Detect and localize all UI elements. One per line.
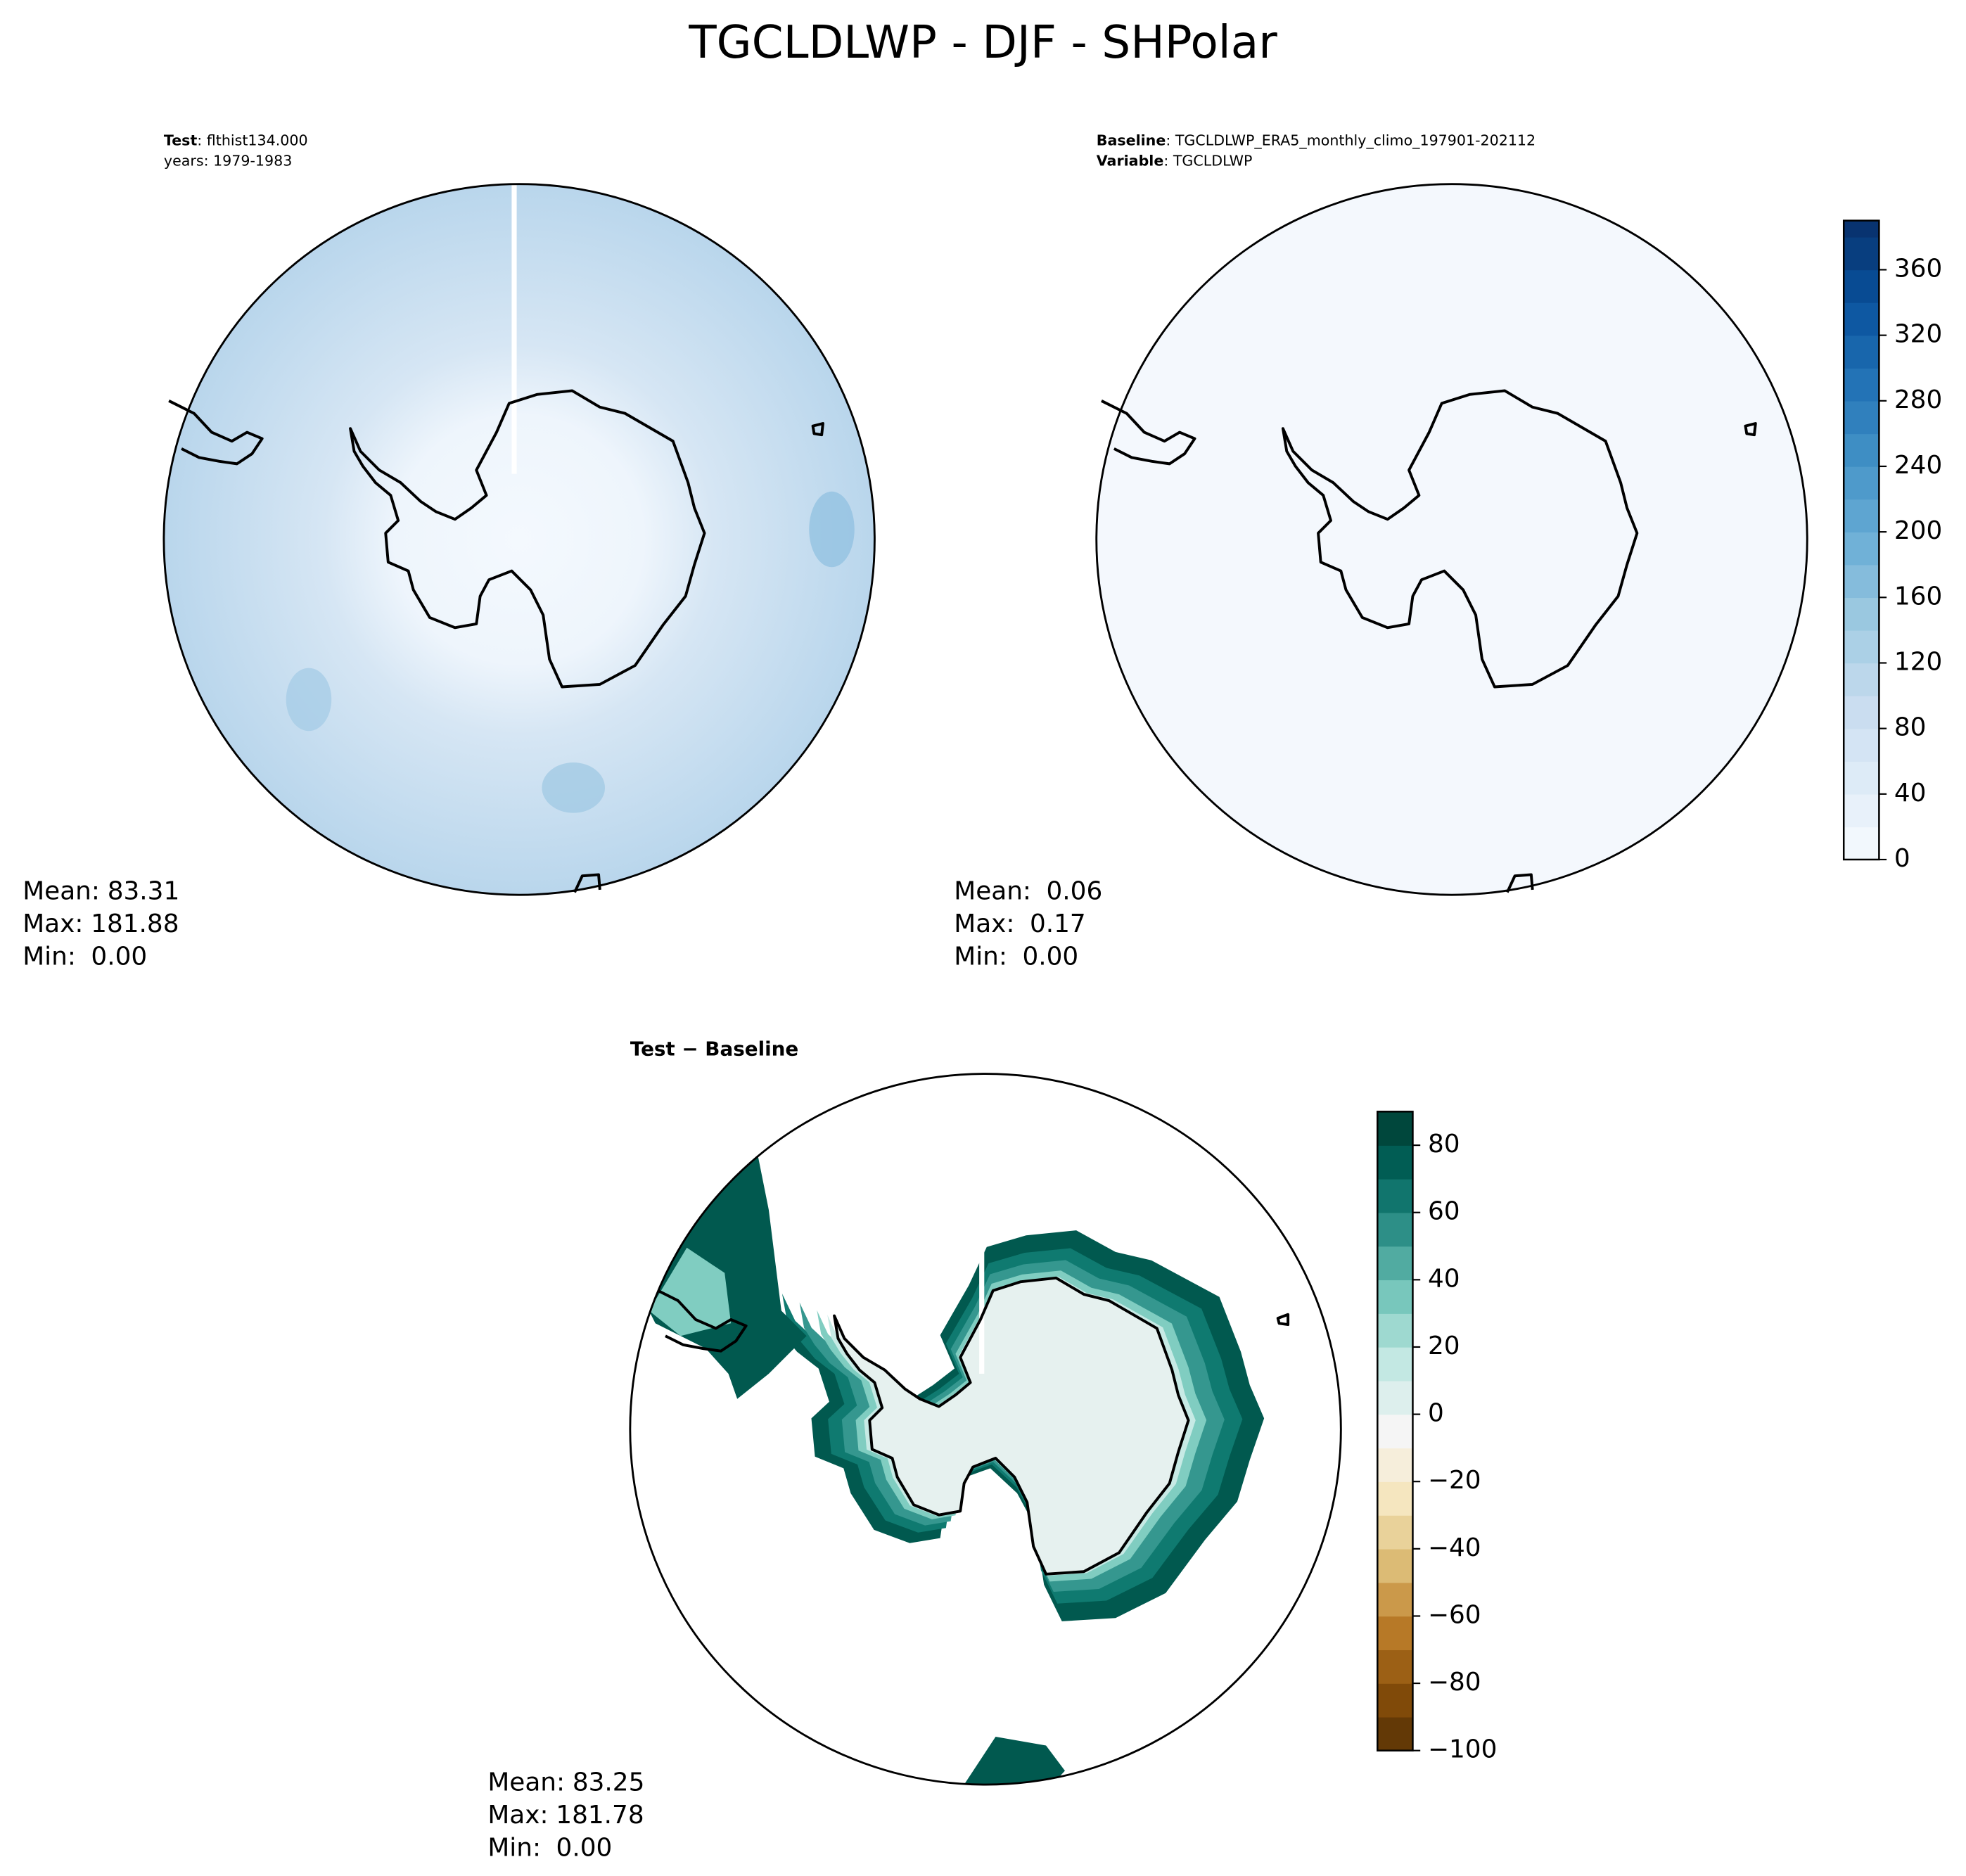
colorbar-tick-label: 60: [1428, 1197, 1460, 1226]
colorbar-tick-label: 240: [1894, 451, 1942, 480]
colorbar-band: [1377, 1515, 1413, 1550]
colorbar-band: [1844, 663, 1879, 696]
colorbar-tick-label: 200: [1894, 516, 1942, 545]
colorbar-band: [1844, 400, 1879, 435]
stat-label: Min:: [954, 943, 1007, 971]
stats: Mean: 83.25 Max: 181.78 Min: 0.00: [487, 1768, 652, 1862]
colorbar-band: [1377, 1481, 1413, 1516]
colorbar-tick-label: −100: [1428, 1735, 1497, 1764]
colorbar-band: [1844, 302, 1879, 336]
colorbar-tick-label: 280: [1894, 385, 1942, 414]
colorbar-band: [1844, 433, 1879, 467]
stat-label: Max:: [487, 1801, 548, 1830]
stat-value: 0.17: [1030, 910, 1086, 938]
stat-value: 181.88: [91, 910, 179, 938]
colorbar-band: [1377, 1246, 1413, 1281]
colorbar-band: [1844, 597, 1879, 631]
header-key: Variable: [1097, 152, 1164, 169]
colorbar-band: [1377, 1582, 1413, 1617]
stat-value: 0.00: [1022, 943, 1078, 971]
header-key: Test: [164, 132, 198, 149]
colorbar-band: [1377, 1178, 1413, 1213]
colorbar-tick-label: 360: [1894, 254, 1942, 283]
colorbar-band: [1377, 1414, 1413, 1449]
stat-label: Max:: [954, 910, 1014, 938]
colorbar-tick-label: 320: [1894, 320, 1942, 349]
colorbar-frame: [1377, 1111, 1414, 1751]
colorbar-band: [1844, 728, 1879, 762]
colorbar-band: [1844, 696, 1879, 729]
stat-label: Min:: [23, 943, 76, 971]
colorbar-band: [1377, 1313, 1413, 1348]
stat-value: 0.00: [91, 943, 147, 971]
colorbar-tick-label: 0: [1894, 844, 1910, 873]
colorbar-frame: [1842, 219, 1880, 861]
stat-value: 0.00: [556, 1833, 613, 1862]
stat-value: 83.31: [108, 877, 180, 906]
colorbar-band: [1377, 1716, 1413, 1751]
colorbar-band: [1377, 1616, 1413, 1650]
stat-value: 83.25: [573, 1768, 645, 1797]
colorbar-tick-label: 120: [1894, 647, 1942, 676]
panel-header: Variable: TGCLDLWP: [1097, 152, 1253, 169]
header-key: Baseline: [1097, 132, 1166, 149]
colorbar-band: [1377, 1111, 1413, 1146]
colorbar-band: [1844, 532, 1879, 566]
colorbar-band: [1844, 630, 1879, 664]
panel-title: Test − Baseline: [630, 1038, 798, 1061]
stat-value: 0.06: [1046, 877, 1102, 906]
colorbar-tick-label: 40: [1894, 779, 1927, 808]
header-text: : TGCLDLWP_ERA5_monthly_climo_197901-202…: [1166, 132, 1536, 150]
colorbar-band: [1844, 466, 1879, 500]
colorbar-tick-label: −80: [1428, 1668, 1481, 1697]
panel-header: Baseline: TGCLDLWP_ERA5_monthly_climo_19…: [1097, 132, 1536, 150]
stat-label: Mean:: [487, 1768, 565, 1797]
stat-value: 181.78: [556, 1801, 644, 1830]
colorbar-tick-label: 80: [1894, 713, 1927, 742]
header-text: : TGCLDLWP: [1163, 152, 1252, 169]
colorbar-band: [1844, 220, 1879, 238]
stat-label: Mean:: [23, 877, 100, 906]
colorbar-band: [1377, 1380, 1413, 1415]
colorbar-tick-label: 0: [1428, 1399, 1444, 1428]
panel-header: Test: flthist134.000: [164, 132, 308, 149]
figure-title: TGCLDLWP - DJF - SHPolar: [688, 16, 1277, 69]
colorbar-band: [1377, 1650, 1413, 1684]
colorbar-tick-label: −20: [1428, 1466, 1481, 1495]
stats: Mean: 0.06 Max: 0.17 Min: 0.00: [954, 877, 1110, 971]
stats: Mean: 83.31 Max: 181.88 Min: 0.00: [23, 877, 187, 971]
colorbar-tick-label: 160: [1894, 582, 1942, 611]
stat-label: Min:: [487, 1833, 541, 1862]
colorbar-band: [1844, 499, 1879, 532]
colorbar-band: [1844, 335, 1879, 369]
map: [629, 1073, 1342, 1786]
colorbar-band: [1377, 1212, 1413, 1247]
colorbar-tick-label: −60: [1428, 1600, 1481, 1629]
colorbar-band: [1844, 269, 1879, 303]
colorbar-band: [1844, 236, 1879, 271]
colorbar-tick-label: −40: [1428, 1533, 1481, 1562]
map: [1095, 183, 1808, 896]
stat-label: Max:: [23, 910, 83, 938]
colorbar-band: [1377, 1548, 1413, 1583]
panel-note: years: 1979-1983: [164, 152, 292, 169]
stat-label: Mean:: [954, 877, 1031, 906]
colorbar-band: [1377, 1145, 1413, 1180]
colorbar-band: [1844, 564, 1879, 599]
colorbar-tick-label: 20: [1428, 1332, 1460, 1360]
colorbar-band: [1844, 761, 1879, 795]
colorbar-band: [1377, 1280, 1413, 1314]
colorbar-band: [1377, 1346, 1413, 1382]
colorbar-band: [1844, 793, 1879, 828]
colorbar-band: [1377, 1683, 1413, 1718]
map: [162, 183, 876, 896]
header-text: : flthist134.000: [197, 132, 307, 149]
colorbar-tick-label: 80: [1428, 1130, 1460, 1159]
colorbar-band: [1377, 1448, 1413, 1482]
colorbar-band: [1844, 827, 1879, 860]
colorbar-tick-label: 40: [1428, 1264, 1460, 1293]
colorbar-band: [1844, 368, 1879, 402]
